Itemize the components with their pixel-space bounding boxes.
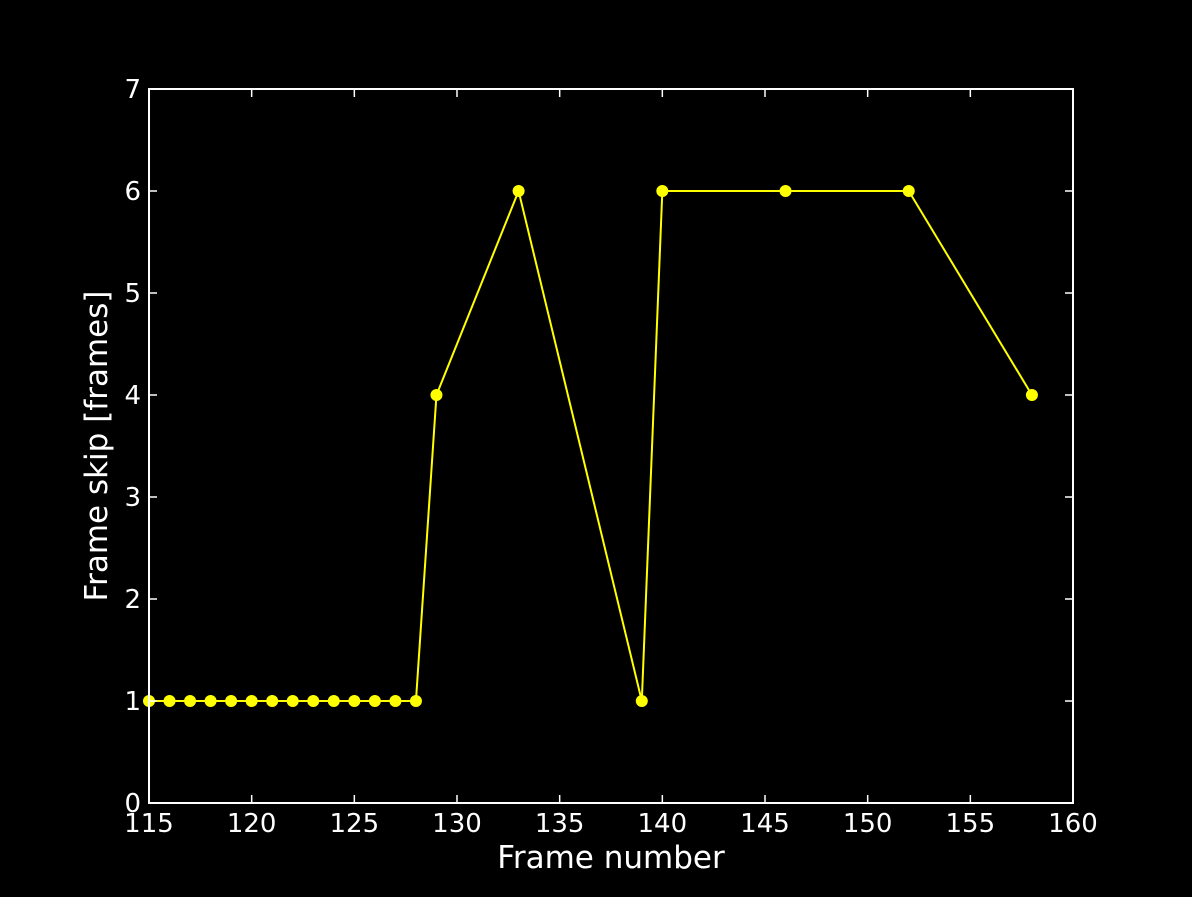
data-point: [389, 695, 402, 707]
x-tick-label: 115: [124, 809, 174, 839]
data-point: [266, 695, 279, 707]
x-tick-label: 130: [432, 809, 482, 839]
x-tick-label: 120: [227, 809, 277, 839]
plot-area: [143, 185, 1038, 707]
data-point: [1025, 389, 1038, 401]
data-point: [430, 389, 443, 401]
x-tick-label: 160: [1048, 809, 1098, 839]
data-point: [409, 695, 422, 707]
x-tick-label: 140: [638, 809, 688, 839]
x-tick-label: 145: [740, 809, 790, 839]
y-tick-label: 1: [124, 687, 141, 717]
data-point: [368, 695, 381, 707]
y-tick-label: 5: [124, 279, 141, 309]
x-tick-label: 135: [535, 809, 585, 839]
data-point: [348, 695, 361, 707]
series-line: [149, 187, 1033, 702]
data-point: [286, 695, 299, 707]
x-tick-label: 125: [330, 809, 380, 839]
data-point: [512, 185, 525, 197]
data-point: [245, 695, 258, 707]
axes-frame: [148, 88, 1074, 804]
y-tick-label: 3: [124, 483, 141, 513]
data-point: [902, 185, 915, 197]
data-point: [307, 695, 320, 707]
y-tick-label: 6: [124, 177, 141, 207]
y-tick-label: 7: [124, 75, 141, 105]
axis-ticks: [148, 88, 1074, 804]
x-axis-label: Frame number: [497, 840, 725, 876]
data-point: [635, 695, 648, 707]
x-tick-label: 150: [843, 809, 893, 839]
y-tick-label: 0: [124, 789, 141, 819]
y-tick-label: 4: [124, 381, 141, 411]
x-tick-label: 155: [946, 809, 996, 839]
data-point: [327, 695, 340, 707]
y-tick-label: 2: [124, 585, 141, 615]
data-point: [204, 695, 217, 707]
axis-tick-labels: 115 120 125 130 135 140 145 150 155 160 0 1 2 3 4 5 6 7: [124, 75, 1098, 839]
data-point: [225, 695, 238, 707]
data-point: [184, 695, 197, 707]
data-point: [779, 185, 792, 197]
data-point: [656, 185, 669, 197]
data-point: [163, 695, 176, 707]
y-axis-label: Frame skip [frames]: [79, 291, 115, 602]
